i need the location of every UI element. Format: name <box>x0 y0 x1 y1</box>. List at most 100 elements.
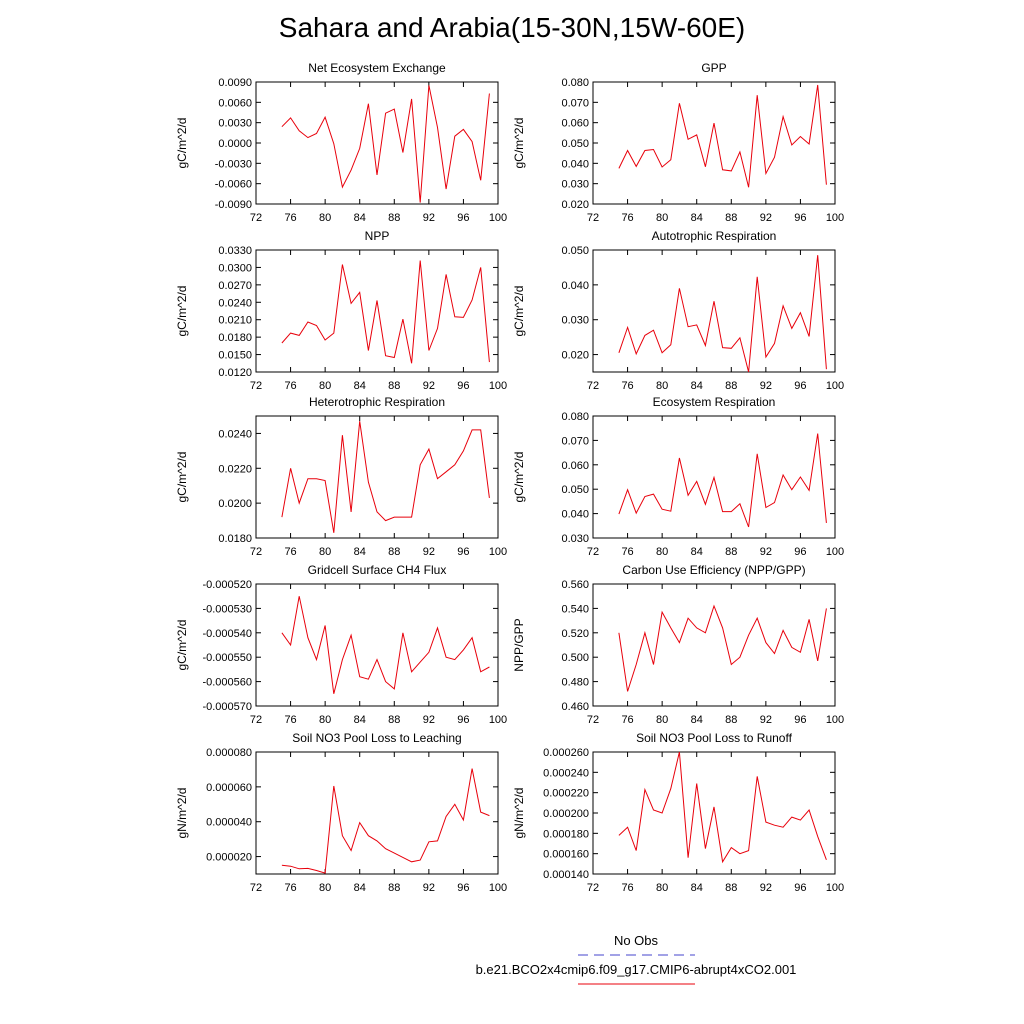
x-tick-label: 80 <box>319 212 331 224</box>
chart-panel-7: Carbon Use Efficiency (NPP/GPP) 72 76 80 84 8… <box>512 563 844 726</box>
y-axis-label: gC/m^2/d <box>175 286 189 337</box>
chart-panel-3: Autotrophic Respiration 72 76 80 84 88 92 96 100… <box>512 229 844 392</box>
y-tick-label: -0.0030 <box>215 158 252 170</box>
x-tick-label: 84 <box>354 714 366 726</box>
y-axis-label: gC/m^2/d <box>175 118 189 169</box>
series-line <box>281 260 490 364</box>
x-tick-label: 72 <box>250 882 262 894</box>
y-tick-label: 0.0220 <box>218 463 252 475</box>
x-tick-label: 80 <box>656 882 668 894</box>
y-tick-label: 0.070 <box>561 435 589 447</box>
chart-panel-2: NPP 72 76 80 84 88 92 96 100 0.0120 0.0150 0.0180 0.… <box>175 229 507 392</box>
series-line <box>618 255 827 373</box>
y-tick-label: 0.0180 <box>218 332 252 344</box>
x-tick-label: 92 <box>423 714 435 726</box>
x-tick-label: 92 <box>760 380 772 392</box>
x-tick-label: 72 <box>587 212 599 224</box>
x-tick-label: 72 <box>587 882 599 894</box>
plot-frame <box>592 249 836 373</box>
x-tick-label: 80 <box>656 380 668 392</box>
y-tick-label: 0.560 <box>561 579 589 591</box>
x-tick-label: 72 <box>250 546 262 558</box>
y-tick-label: 0.460 <box>561 701 589 713</box>
series-line <box>618 751 827 864</box>
y-tick-label: 0.050 <box>561 245 589 257</box>
x-tick-label: 80 <box>656 714 668 726</box>
y-tick-label: 0.020 <box>561 350 589 362</box>
x-tick-label: 84 <box>354 546 366 558</box>
x-tick-label: 88 <box>725 882 737 894</box>
y-tick-label: 0.040 <box>561 509 589 521</box>
chart-title: GPP <box>701 61 726 75</box>
y-tick-label: 0.000140 <box>543 869 589 881</box>
x-tick-label: 92 <box>760 882 772 894</box>
x-tick-label: 96 <box>457 380 469 392</box>
x-tick-label: 96 <box>457 882 469 894</box>
y-tick-label: 0.070 <box>561 97 589 109</box>
x-tick-label: 76 <box>621 380 633 392</box>
y-tick-label: 0.0330 <box>218 245 252 257</box>
x-tick-label: 100 <box>489 380 507 392</box>
series-line <box>281 421 490 533</box>
y-tick-label: -0.000550 <box>202 652 252 664</box>
x-tick-label: 72 <box>587 714 599 726</box>
y-tick-label: -0.000570 <box>202 701 252 713</box>
legend-obs-label: No Obs <box>613 933 659 948</box>
chart-title: NPP <box>365 229 390 243</box>
y-tick-label: 0.0300 <box>218 262 252 274</box>
x-tick-label: 92 <box>423 380 435 392</box>
y-tick-label: 0.520 <box>561 628 589 640</box>
x-tick-label: 80 <box>319 380 331 392</box>
chart-panel-1: GPP 72 76 80 84 88 92 96 100 0.020 0.030 0.040 0.050… <box>512 61 844 224</box>
x-tick-label: 84 <box>691 380 703 392</box>
x-tick-label: 80 <box>656 212 668 224</box>
y-tick-label: 0.480 <box>561 677 589 689</box>
y-axis-label: gC/m^2/d <box>512 452 526 503</box>
plot-frame <box>255 81 499 205</box>
y-tick-label: 0.000240 <box>543 767 589 779</box>
x-tick-label: 84 <box>691 212 703 224</box>
x-tick-label: 88 <box>725 380 737 392</box>
chart-title: Gridcell Surface CH4 Flux <box>308 563 447 577</box>
x-tick-label: 76 <box>621 714 633 726</box>
y-axis-label: NPP/GPP <box>512 618 526 671</box>
y-tick-label: 0.030 <box>561 315 589 327</box>
x-tick-label: 96 <box>457 714 469 726</box>
x-tick-label: 76 <box>621 546 633 558</box>
x-tick-label: 100 <box>826 714 844 726</box>
figure-title: Sahara and Arabia(15-30N,15W-60E) <box>278 12 746 43</box>
x-tick-label: 76 <box>284 546 296 558</box>
x-tick-label: 88 <box>725 212 737 224</box>
x-tick-label: 88 <box>725 546 737 558</box>
x-tick-label: 92 <box>760 212 772 224</box>
series-line <box>618 604 827 692</box>
x-tick-label: 96 <box>457 212 469 224</box>
y-tick-label: 0.0000 <box>218 138 252 150</box>
x-tick-label: 76 <box>284 380 296 392</box>
y-tick-label: 0.080 <box>561 77 589 89</box>
y-tick-label: -0.0060 <box>215 179 252 191</box>
x-tick-label: 80 <box>319 882 331 894</box>
x-tick-label: 88 <box>388 546 400 558</box>
x-tick-label: 100 <box>489 882 507 894</box>
y-tick-label: 0.0270 <box>218 280 252 292</box>
x-tick-label: 72 <box>587 546 599 558</box>
y-tick-label: 0.0210 <box>218 315 252 327</box>
y-tick-label: 0.030 <box>561 533 589 545</box>
x-tick-label: 88 <box>388 882 400 894</box>
chart-title: Net Ecosystem Exchange <box>308 61 446 75</box>
y-tick-label: 0.000200 <box>543 808 589 820</box>
y-tick-label: 0.000040 <box>206 817 252 829</box>
x-tick-label: 96 <box>457 546 469 558</box>
x-tick-label: 100 <box>826 212 844 224</box>
legend <box>578 954 695 985</box>
chart-panel-6: Gridcell Surface CH4 Flux 72 76 80 84 88 92 96 1… <box>175 563 507 726</box>
y-tick-label: 0.000220 <box>543 788 589 800</box>
x-tick-label: 92 <box>760 714 772 726</box>
x-tick-label: 80 <box>319 714 331 726</box>
y-tick-label: 0.540 <box>561 603 589 615</box>
x-tick-label: 88 <box>388 380 400 392</box>
y-axis-label: gN/m^2/d <box>175 788 189 839</box>
y-tick-label: 0.020 <box>561 199 589 211</box>
